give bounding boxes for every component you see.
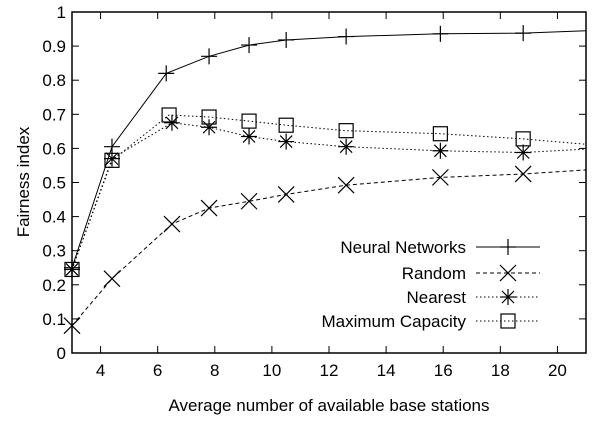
x-axis: 4 6 8 10 12 14 16 18 20 [96,12,567,380]
y-tick-label: 0.4 [42,208,66,227]
data-point [104,152,120,168]
data-point [240,192,258,210]
x-tick-label: 8 [210,361,219,380]
data-point [338,138,355,155]
data-point [201,119,218,136]
x-axis-title: Average number of available base station… [169,396,490,415]
data-point [163,114,180,131]
y-tick-label: 0.2 [42,276,66,295]
legend-marker [499,264,517,282]
data-point [64,261,80,278]
legend: Neural Networks Random Nearest Maximum Capa… [321,238,540,331]
legend-label: Neural Networks [340,238,466,257]
data-point [241,37,258,54]
legend-marker [500,289,516,305]
legend-label: Maximum Capacity [321,312,466,331]
data-point [200,199,218,217]
data-point [515,131,531,147]
data-point [201,109,217,125]
data-point [241,128,258,145]
series-layer [63,25,587,335]
x-tick-label: 20 [548,361,567,380]
data-point [338,123,354,139]
data-point [158,65,175,82]
x-tick-label: 16 [434,361,453,380]
data-point [432,142,449,159]
y-axis-title: Fairness index [14,126,33,237]
data-point [432,25,449,42]
legend-marker [500,313,516,329]
data-point [161,107,177,123]
legend-marker [500,239,516,255]
plot-frame [71,11,587,354]
y-tick-label: 1 [57,3,66,22]
y-tick-label: 0.7 [42,105,66,124]
series-line-2 [71,122,587,270]
data-point [515,144,532,161]
x-tick-label: 18 [491,361,510,380]
data-point [241,113,257,129]
data-point [514,165,532,183]
data-point [201,48,218,65]
y-tick-label: 0.3 [42,242,66,261]
data-point [337,176,355,194]
series-line-1 [71,169,587,327]
y-tick-label: 0.9 [42,37,66,56]
data-point [338,28,355,45]
y-tick-label: 0 [57,344,66,363]
y-axis: 0 0.1 0.2 0.3 0.4 0.5 0.6 0.7 0.8 0.9 1 [42,3,586,363]
y-tick-label: 0.8 [42,71,66,90]
x-tick-label: 6 [153,361,162,380]
data-point [432,126,448,142]
data-point [277,186,295,203]
data-point [278,133,295,150]
y-tick-label: 0.6 [42,139,66,158]
data-point [515,25,532,42]
x-tick-label: 14 [377,361,396,380]
series-line-3 [71,114,587,270]
x-tick-label: 12 [320,361,339,380]
data-point [431,168,449,186]
x-tick-label: 4 [96,361,105,380]
data-point [163,215,181,233]
series-line-0 [71,30,587,268]
y-tick-label: 0.1 [42,310,66,329]
y-tick-label: 0.5 [42,174,66,193]
data-point [278,31,295,48]
data-point [278,117,294,133]
data-point [63,317,81,335]
legend-label: Nearest [406,288,466,307]
legend-label: Random [402,264,466,283]
data-point [103,270,121,288]
x-tick-label: 10 [262,361,281,380]
